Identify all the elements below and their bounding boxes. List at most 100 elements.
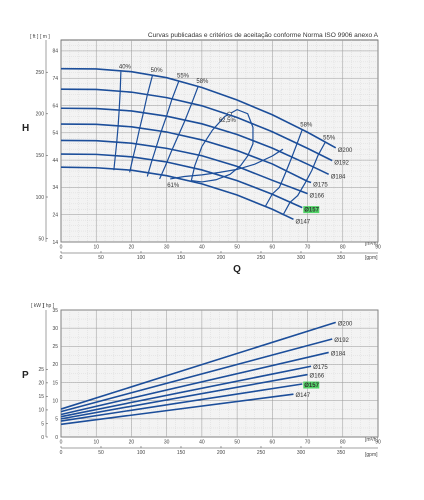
x-tick-label-m3h: 10 xyxy=(93,440,99,446)
x-tick-label-gpm: 0 xyxy=(60,450,63,456)
head-curve-label: Ø157 xyxy=(304,208,319,214)
x-tick-label-m3h: 40 xyxy=(199,440,205,446)
x-tick-label-m3h: 30 xyxy=(164,245,170,251)
x-tick-label-gpm: 250 xyxy=(257,450,266,456)
x-tick-label-m3h: 0 xyxy=(60,440,63,446)
head-curve xyxy=(60,139,308,195)
efficiency-label-island: 62,5% xyxy=(219,118,237,124)
efficiency-label: 55% xyxy=(323,135,336,141)
head-curve xyxy=(60,88,333,162)
y-tick-label-primary: 74 xyxy=(52,76,58,82)
y-tick-label-primary: 54 xyxy=(52,131,58,137)
head-curve xyxy=(60,67,337,149)
y-tick-label-secondary: 200 xyxy=(36,112,45,118)
x-tick-label-gpm: 300 xyxy=(297,450,306,456)
power-curve xyxy=(60,351,329,416)
highlight-badge xyxy=(303,206,320,214)
y-tick-label-primary: 44 xyxy=(52,158,58,164)
x-tick-label-gpm: 300 xyxy=(297,255,306,261)
power-curve-label: Ø192 xyxy=(334,338,349,344)
x-tick-label-m3h: 40 xyxy=(199,245,205,251)
x-tick-label-m3h: 20 xyxy=(129,245,135,251)
power-curve xyxy=(60,338,333,413)
x-tick-label-gpm: 50 xyxy=(98,450,104,456)
head-curve-label: Ø166 xyxy=(310,194,325,200)
y-tick-label-primary: 15 xyxy=(52,380,58,386)
x-tick-label-m3h: 60 xyxy=(270,245,276,251)
power-flow-unit-gpm: [gpm] xyxy=(365,452,378,458)
power-curve-label: Ø166 xyxy=(310,374,325,380)
x-tick-label-m3h: 30 xyxy=(164,440,170,446)
x-tick-label-m3h: 70 xyxy=(305,245,311,251)
efficiency-label: 50% xyxy=(151,68,164,74)
x-tick-label-gpm: 150 xyxy=(177,255,186,261)
power-curve-label: Ø200 xyxy=(338,321,353,327)
power-axis-letter: P xyxy=(22,370,29,381)
x-tick-label-gpm: 50 xyxy=(98,255,104,261)
efficiency-label-61: 61% xyxy=(167,183,180,189)
head-curve-label: Ø175 xyxy=(313,182,328,188)
x-tick-label-gpm: 150 xyxy=(177,450,186,456)
efficiency-label: 58% xyxy=(300,123,313,129)
y-tick-label-secondary: 5 xyxy=(41,421,44,427)
y-tick-label-primary: 35 xyxy=(52,308,58,314)
y-tick-label-secondary: 10 xyxy=(38,408,44,414)
head-curve-label: Ø192 xyxy=(334,161,349,167)
x-tick-label-m3h: 70 xyxy=(305,440,311,446)
y-tick-label-primary: 24 xyxy=(52,213,58,219)
efficiency-label: 40% xyxy=(119,65,132,71)
y-tick-label-primary: 5 xyxy=(55,417,58,423)
x-tick-label-m3h: 80 xyxy=(340,440,346,446)
head-curve-label: Ø147 xyxy=(295,219,310,225)
y-tick-label-primary: 20 xyxy=(52,362,58,368)
y-tick-label-primary: 25 xyxy=(52,344,58,350)
power-unit-kw: [ kW ] xyxy=(31,303,44,309)
x-tick-label-m3h: 50 xyxy=(234,245,240,251)
head-curve xyxy=(60,123,312,184)
y-tick-label-secondary: 50 xyxy=(38,236,44,242)
power-unit-hp: [ hp ] xyxy=(43,303,55,309)
head-axis-letter: H xyxy=(22,123,29,134)
head-chart: Curvas publicadas e critérios de aceitaç… xyxy=(22,32,381,275)
y-tick-label-secondary: 15 xyxy=(38,394,44,400)
y-tick-label-secondary: 25 xyxy=(38,367,44,373)
power-curve xyxy=(60,321,336,410)
power-curve-label: Ø157 xyxy=(304,383,319,389)
y-tick-label-primary: 30 xyxy=(52,326,58,332)
head-unit-m: [ m ] xyxy=(40,34,50,40)
y-tick-label-secondary: 250 xyxy=(36,70,45,76)
power-curve-label: Ø184 xyxy=(331,351,346,357)
y-tick-label-primary: 34 xyxy=(52,185,58,191)
efficiency-line xyxy=(159,85,199,180)
efficiency-line-61 xyxy=(170,148,284,180)
power-curve xyxy=(60,393,294,426)
y-tick-label-secondary: 100 xyxy=(36,195,45,201)
head-curve xyxy=(60,153,303,209)
y-tick-label-primary: 64 xyxy=(52,103,58,109)
highlight-badge xyxy=(303,381,320,389)
x-tick-label-gpm: 100 xyxy=(137,450,146,456)
flow-unit-gpm: [gpm] xyxy=(365,255,378,261)
efficiency-label: 58% xyxy=(196,79,209,85)
power-curve-label: Ø175 xyxy=(313,365,328,371)
head-curve-label: Ø200 xyxy=(338,148,353,154)
x-tick-label-gpm: 100 xyxy=(137,255,146,261)
efficiency-label: 55% xyxy=(177,74,190,80)
x-tick-label-m3h: 90 xyxy=(375,440,381,446)
x-tick-label-m3h: 0 xyxy=(60,245,63,251)
power-curve xyxy=(60,373,308,420)
x-tick-label-gpm: 350 xyxy=(337,450,346,456)
x-tick-label-gpm: 200 xyxy=(217,255,226,261)
power-chart: [ kW ] [ hp ] P [m³/h] [gpm] 0 10 20 30 40 50… xyxy=(22,303,381,458)
head-curve-label: Ø184 xyxy=(331,174,346,180)
flow-axis-letter: Q xyxy=(233,264,241,275)
chart-title: Curvas publicadas e critérios de aceitaç… xyxy=(148,32,379,39)
y-tick-label-primary: 84 xyxy=(52,49,58,55)
x-tick-label-m3h: 80 xyxy=(340,245,346,251)
x-tick-label-m3h: 10 xyxy=(93,245,99,251)
x-tick-label-m3h: 90 xyxy=(375,245,381,251)
x-tick-label-gpm: 250 xyxy=(257,255,266,261)
power-flow-unit-m3h: [m³/h] xyxy=(365,437,378,443)
head-curve xyxy=(60,107,330,176)
power-curve xyxy=(60,365,312,418)
